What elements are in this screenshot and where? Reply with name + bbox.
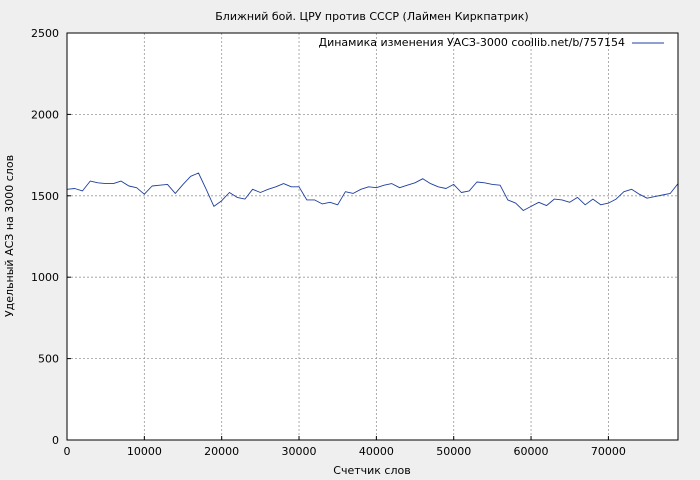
plot-area — [67, 33, 678, 440]
y-tick-label: 500 — [38, 353, 59, 366]
legend-label: Динамика изменения УАСЗ-3000 coollib.net… — [319, 36, 626, 49]
series-layer — [66, 172, 679, 211]
y-tick-label: 2500 — [31, 27, 59, 40]
y-tick-label: 1500 — [31, 190, 59, 203]
y-tick-label: 0 — [52, 434, 59, 447]
plot-frame — [66, 32, 679, 441]
series-line — [66, 172, 679, 211]
x-tick-label: 70000 — [591, 445, 626, 458]
x-tick-label: 30000 — [282, 445, 317, 458]
x-tick-label: 60000 — [514, 445, 549, 458]
x-tick-label: 10000 — [127, 445, 162, 458]
x-tick-label: 0 — [64, 445, 71, 458]
y-tick-label: 2000 — [31, 108, 59, 121]
chart-title: Ближний бой. ЦРУ против СССР (Лаймен Кир… — [215, 10, 528, 23]
x-tick-label: 40000 — [359, 445, 394, 458]
y-axis-label: Удельный АСЗ на 3000 слов — [3, 155, 16, 317]
legend: Динамика изменения УАСЗ-3000 coollib.net… — [319, 36, 664, 49]
axes: 0 10000 20000 30000 40000 50000 60000 70000 0 500… — [31, 27, 626, 458]
x-tick-label: 50000 — [436, 445, 471, 458]
x-axis-label: Счетчик слов — [333, 464, 410, 477]
x-tick-label: 20000 — [204, 445, 239, 458]
y-tick-label: 1000 — [31, 271, 59, 284]
